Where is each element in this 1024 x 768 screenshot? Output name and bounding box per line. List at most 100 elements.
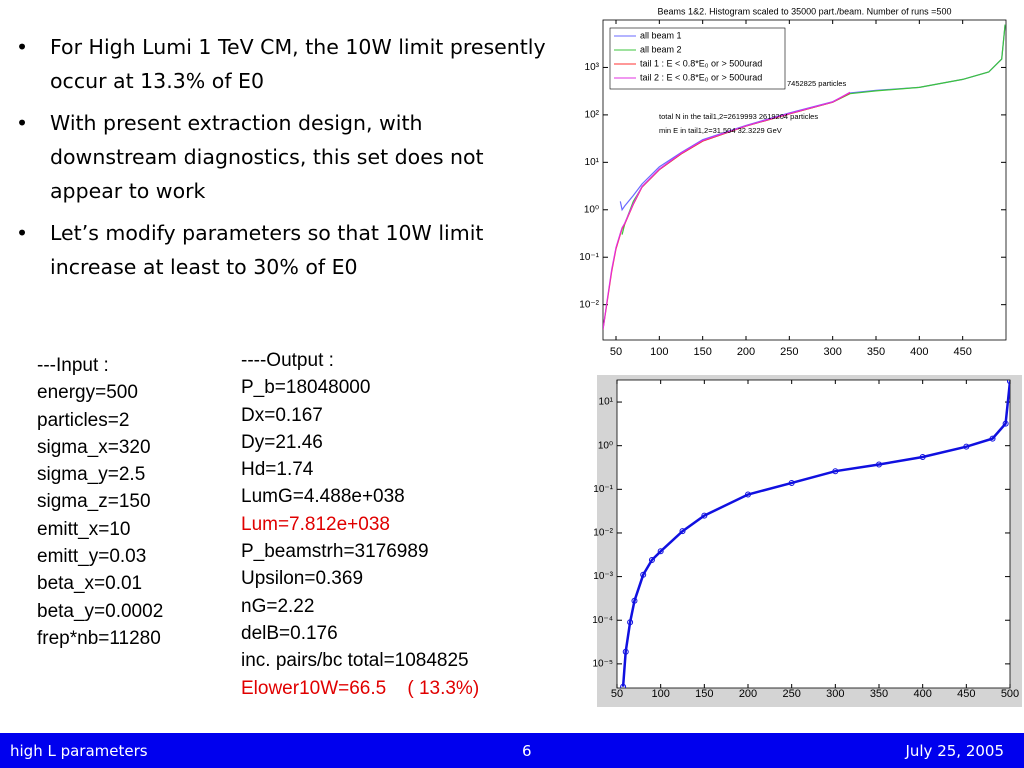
- plot-area: [620, 380, 1010, 688]
- data-point: [679, 528, 686, 535]
- x-tick-label: 50: [611, 688, 623, 700]
- param-line: energy=500: [37, 382, 138, 404]
- bullet: Let’s modify parameters so that 10W limi…: [10, 216, 550, 284]
- footer-date: July 25, 2005: [905, 742, 1004, 760]
- y-tick-label: 10¹: [585, 157, 600, 168]
- param-line: P_beamstrh=3176989: [241, 541, 429, 563]
- x-tick-label: 400: [913, 688, 931, 700]
- param-line: delB=0.176: [241, 622, 338, 644]
- data-point: [788, 479, 795, 486]
- param-line: inc. pairs/bc total=1084825: [241, 650, 469, 672]
- param-line: ----Output :: [241, 350, 334, 371]
- x-tick-label: 450: [957, 688, 975, 700]
- param-line: Dx=0.167: [241, 404, 323, 426]
- param-line: ---Input :: [37, 355, 109, 376]
- param-line: emitt_x=10: [37, 518, 131, 540]
- data-point: [657, 548, 664, 555]
- param-line: beta_y=0.0002: [37, 600, 164, 622]
- plot-frame: [602, 19, 1007, 341]
- x-tick-label: 100: [650, 346, 668, 358]
- annotation: total N in the tail1,2=2619993 2619204 p…: [659, 112, 818, 121]
- series-line: [621, 381, 1010, 687]
- data-point: [1002, 420, 1009, 427]
- param-line: Dy=21.46: [241, 431, 323, 453]
- param-line: LumG=4.488e+038: [241, 486, 405, 508]
- x-tick-label: 450: [953, 346, 971, 358]
- param-line: sigma_y=2.5: [37, 464, 146, 486]
- series-line: [603, 91, 851, 330]
- data-point: [919, 454, 926, 461]
- charts: 50 100 150 200 250 300 350 400 450 10⁻² 10⁻¹ 10⁰ 10¹…: [579, 6, 1022, 707]
- data-point: [640, 571, 647, 578]
- param-line: P_b=18048000: [241, 377, 371, 399]
- legend-box: [609, 27, 786, 90]
- x-tick-label: 500: [1001, 688, 1019, 700]
- data-point: [620, 683, 627, 688]
- legend-label: tail 2 : E < 0.8*E₀ or > 500urad: [640, 72, 762, 82]
- x-tick-label: 150: [695, 688, 713, 700]
- param-line: beta_x=0.01: [37, 573, 143, 595]
- data-point: [989, 435, 996, 442]
- output-params: ----Output : P_b=18048000 Dx=0.167 Dy=21.46…: [241, 347, 479, 702]
- param-line: particles=2: [37, 409, 130, 431]
- param-line: Upsilon=0.369: [241, 568, 364, 590]
- x-tick-label: 300: [826, 688, 844, 700]
- data-point: [1007, 380, 1010, 385]
- data-point: [622, 648, 629, 655]
- y-tick-label: 10⁻³: [593, 571, 613, 582]
- param-line: sigma_x=320: [37, 436, 151, 458]
- param-line: nG=2.22: [241, 595, 315, 617]
- param-line: Lum=7.812e+038: [241, 513, 390, 535]
- param-line: Elower10W=66.5 ( 13.3%): [241, 677, 480, 699]
- footer: high L parameters 6 July 25, 2005: [0, 733, 1024, 768]
- x-tick-label: 200: [737, 346, 755, 358]
- x-tick-label: 150: [693, 346, 711, 358]
- data-point: [631, 597, 638, 604]
- data-point: [627, 619, 634, 626]
- x-tick-label: 250: [782, 688, 800, 700]
- footer-title: high L parameters: [10, 742, 148, 760]
- y-tick-label: 10²: [585, 110, 600, 121]
- input-params: ---Input : energy=500 particles=2 sigma_x=3…: [37, 352, 163, 652]
- y-tick-label: 10⁻¹: [593, 484, 613, 495]
- y-tick-label: 10⁰: [598, 440, 613, 451]
- param-line: emitt_y=0.03: [37, 546, 147, 568]
- x-tick-label: 200: [739, 688, 757, 700]
- annotation: 7452825 particles: [787, 79, 846, 88]
- param-line: Hd=1.74: [241, 459, 314, 481]
- y-tick-label: 10⁻¹: [579, 252, 599, 263]
- plot-area: [603, 24, 1006, 330]
- plot-background: [617, 380, 1010, 688]
- data-point: [701, 512, 708, 519]
- x-tick-label: 300: [823, 346, 841, 358]
- data-point: [648, 557, 655, 564]
- x-tick-label: 100: [651, 688, 669, 700]
- chart-title: Beams 1&2. Histogram scaled to 35000 par…: [658, 6, 952, 16]
- y-tick-label: 10¹: [599, 397, 614, 408]
- y-tick-label: 10⁻⁵: [592, 659, 613, 670]
- bullet-list: For High Lumi 1 TeV CM, the 10W limit pr…: [10, 30, 550, 292]
- bullet: With present extraction design, with dow…: [10, 106, 550, 208]
- annotation: min E in tail1,2=31.504 32.3229 GeV: [659, 126, 782, 135]
- y-tick-label: 10⁻⁴: [592, 615, 613, 626]
- y-tick-label: 10³: [585, 62, 600, 73]
- legend-label: tail 1 : E < 0.8*E₀ or > 500urad: [640, 58, 762, 68]
- legend-label: all beam 2: [640, 44, 682, 54]
- data-point: [876, 461, 882, 468]
- plot-frame: [616, 379, 1011, 689]
- x-tick-label: 350: [867, 346, 885, 358]
- x-tick-label: 350: [870, 688, 888, 700]
- bullet: For High Lumi 1 TeV CM, the 10W limit pr…: [10, 30, 550, 98]
- x-tick-label: 50: [610, 346, 622, 358]
- data-point: [963, 443, 970, 450]
- y-tick-label: 10⁻²: [579, 299, 599, 310]
- data-point: [745, 491, 751, 498]
- param-line: sigma_z=150: [37, 491, 151, 513]
- x-tick-label: 400: [910, 346, 928, 358]
- param-line: frep*nb=11280: [37, 627, 161, 649]
- x-tick-label: 250: [780, 346, 798, 358]
- y-tick-label: 10⁻²: [593, 528, 613, 539]
- legend-label: all beam 1: [640, 30, 682, 40]
- page-number: 6: [522, 742, 532, 760]
